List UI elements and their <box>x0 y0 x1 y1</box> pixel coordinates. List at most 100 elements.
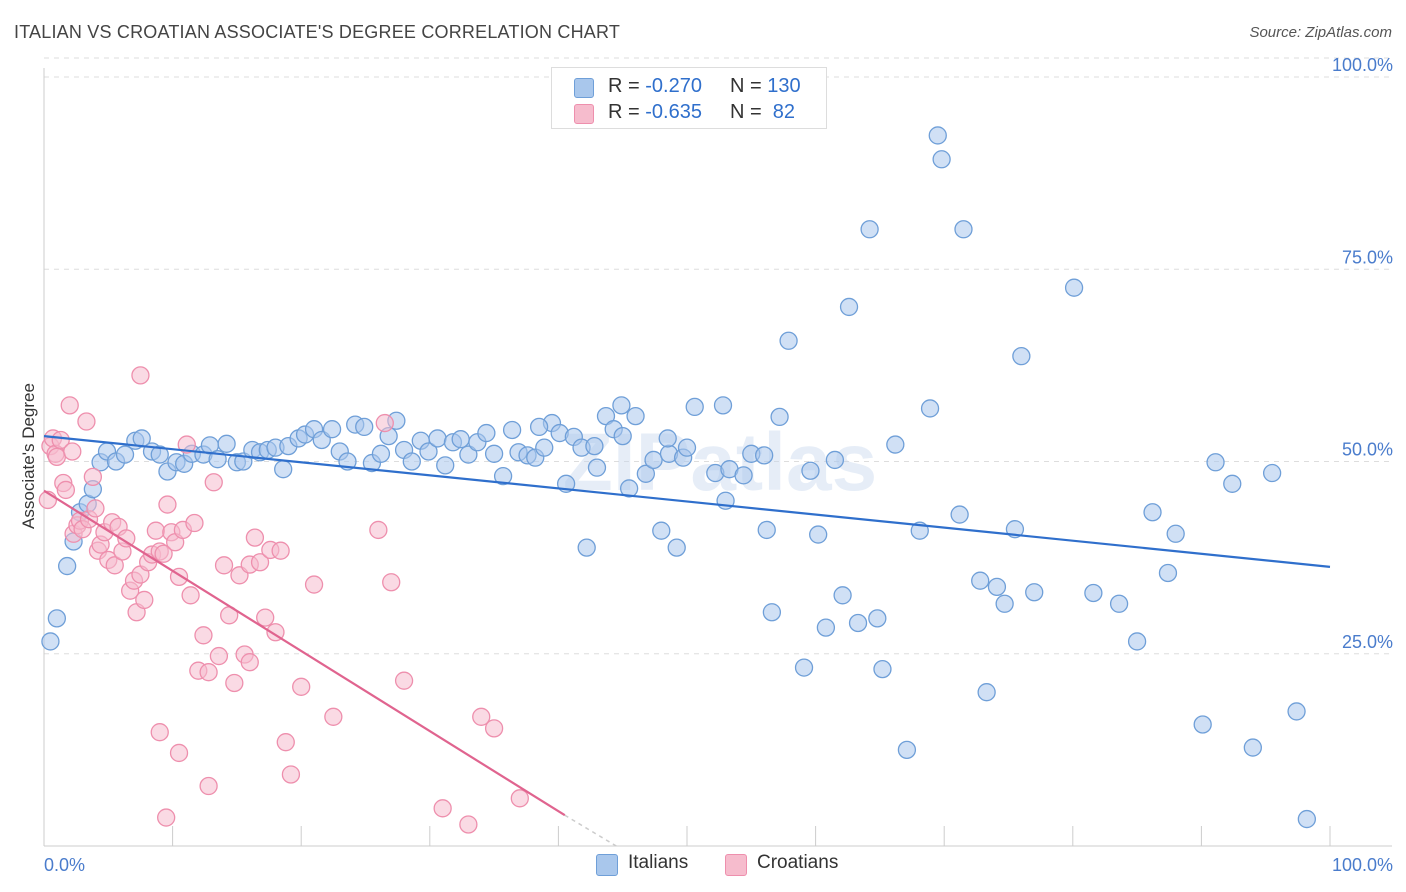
italian-point <box>502 420 522 440</box>
italian-point <box>1109 594 1129 613</box>
italian-point <box>217 434 236 453</box>
croatian-point <box>484 719 504 738</box>
croatian-point <box>304 575 324 594</box>
croatian-point <box>83 467 103 487</box>
italian-point <box>860 220 879 239</box>
italian-point <box>1243 738 1262 757</box>
croatian-point <box>459 815 478 834</box>
italian-point <box>612 396 631 415</box>
y-tick-label: 25.0% <box>1342 632 1393 652</box>
croatian-point <box>131 366 150 385</box>
tick-labels: 25.0% 50.0% 75.0% 100.0% 0.0% 100.0% <box>44 55 1393 875</box>
italian-point <box>977 683 996 702</box>
italian-point <box>932 150 951 169</box>
italian-point <box>371 444 391 463</box>
italian-point <box>809 525 828 544</box>
croatian-point <box>472 707 491 726</box>
croatian-point <box>146 521 166 540</box>
italian-point <box>644 450 663 470</box>
italian-point <box>848 613 868 633</box>
italian-point <box>1223 474 1242 493</box>
italians-legend-swatch <box>596 854 618 876</box>
italian-point <box>451 430 470 449</box>
italian-point <box>115 445 135 464</box>
italian-point <box>428 429 447 448</box>
source-label: Source: ZipAtlas.com <box>1249 24 1392 41</box>
n-label: N = <box>730 75 768 97</box>
italian-point <box>1084 583 1103 603</box>
italian-point <box>402 452 421 471</box>
italian-point <box>322 420 342 439</box>
croatian-point <box>181 586 200 605</box>
y-axis-label: Associate's Degree <box>19 383 38 529</box>
croatian-point <box>245 528 265 547</box>
italian-point <box>1193 715 1212 734</box>
croatian-point <box>77 412 96 431</box>
legend-row-italians: R = -0.270 N = 130 <box>574 75 801 99</box>
italian-point <box>801 461 820 480</box>
croatians-trend-extension <box>564 814 617 847</box>
italian-point <box>816 618 836 637</box>
r-label: R = <box>608 101 646 123</box>
r-value-croatians: -0.635 <box>645 101 702 123</box>
correlation-legend: R = -0.270 N = 130 R = -0.635 N = 82 <box>551 67 827 129</box>
x-tick-label-max: 100.0% <box>1332 855 1393 875</box>
italian-point <box>1025 583 1044 602</box>
croatian-point <box>292 677 311 696</box>
n-value-croatians: 82 <box>767 101 796 123</box>
axes <box>43 68 1392 847</box>
italian-point <box>587 458 607 477</box>
trend-lines <box>43 435 1331 847</box>
italian-point <box>1143 503 1162 522</box>
croatian-point <box>157 808 176 827</box>
italian-point <box>47 609 67 628</box>
italian-point <box>658 429 677 448</box>
croatians-trend-line <box>43 489 566 817</box>
croatian-point <box>51 430 70 450</box>
italian-point <box>459 445 478 464</box>
croatian-point <box>199 776 218 796</box>
croatian-point <box>135 590 154 610</box>
y-tick-label: 50.0% <box>1342 440 1393 460</box>
italian-point <box>1262 463 1282 483</box>
italian-point <box>868 609 887 628</box>
croatian-point <box>185 513 204 533</box>
croatians-swatch <box>574 104 594 124</box>
italian-point <box>1166 524 1185 543</box>
italian-point <box>713 396 733 415</box>
italian-point <box>839 297 859 317</box>
italian-point <box>577 538 596 557</box>
r-label: R = <box>608 75 646 97</box>
italian-point <box>897 740 917 760</box>
italian-point <box>652 521 671 540</box>
italian-point <box>1127 632 1147 651</box>
italian-point <box>1206 453 1225 472</box>
italian-point <box>1297 809 1317 829</box>
legend-row-croatians: R = -0.635 N = 82 <box>574 101 795 125</box>
italian-point <box>770 407 789 427</box>
croatian-point <box>117 529 136 548</box>
italian-point <box>355 417 374 437</box>
italian-point <box>274 460 293 479</box>
n-value-italians: 130 <box>767 75 801 97</box>
croatian-point <box>150 723 169 742</box>
chart-title: ITALIAN VS CROATIAN ASSOCIATE'S DEGREE C… <box>14 22 621 42</box>
italian-point <box>833 586 852 605</box>
x-tick-label-min: 0.0% <box>44 855 85 875</box>
croatian-point <box>154 544 173 563</box>
italian-point <box>1064 278 1084 297</box>
croatian-point <box>256 608 275 627</box>
italian-point <box>419 442 438 461</box>
italian-point <box>825 450 845 470</box>
croatian-point <box>394 671 414 690</box>
italian-point <box>41 632 60 651</box>
italian-point <box>950 505 969 524</box>
croatian-point <box>214 556 234 575</box>
italian-point <box>1287 702 1306 721</box>
italian-point <box>987 577 1007 596</box>
croatian-point <box>63 442 82 461</box>
italian-point <box>1012 346 1031 366</box>
italian-point <box>794 658 814 677</box>
croatian-point <box>194 626 213 645</box>
